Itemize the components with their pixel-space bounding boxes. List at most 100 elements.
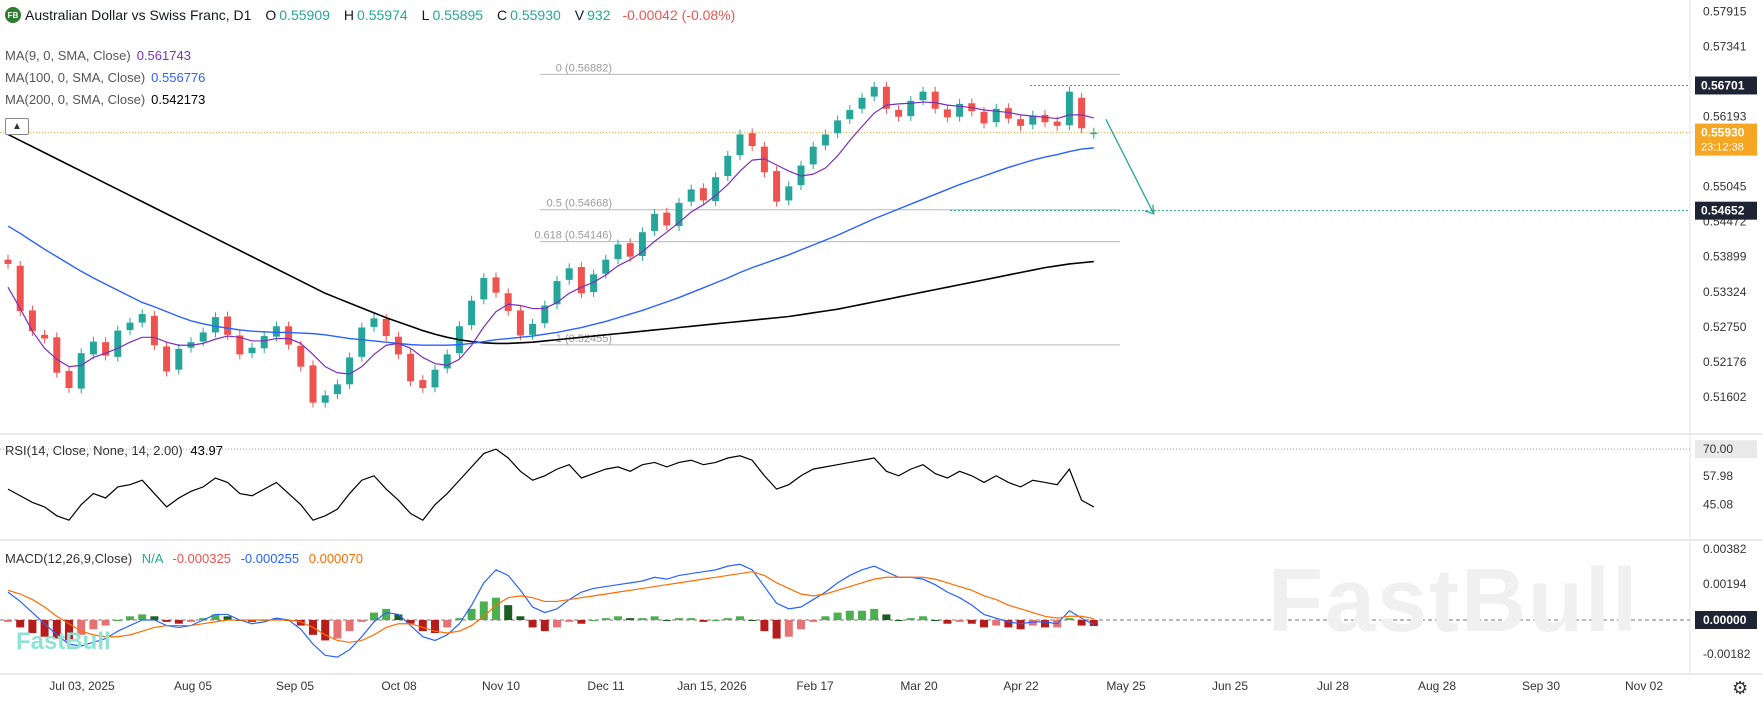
macd-histogram-bar xyxy=(528,620,537,628)
candle-body xyxy=(236,335,244,355)
macd-histogram-bar xyxy=(992,620,1001,626)
chevron-up-icon[interactable]: ▲ xyxy=(5,118,29,135)
macd-legend[interactable]: MACD(12,26,9,Close) N/A -0.000325 -0.000… xyxy=(5,551,363,566)
macd-histogram-bar xyxy=(162,620,171,622)
macd-histogram-bar xyxy=(699,620,708,622)
macd-histogram-bar xyxy=(248,620,256,622)
candle-body xyxy=(675,202,683,227)
candle-body xyxy=(175,348,183,370)
rsi-value: 43.97 xyxy=(190,443,223,458)
candle-body xyxy=(431,369,439,388)
macd-histogram-bar xyxy=(980,620,988,628)
macd-histogram-bar xyxy=(406,620,415,624)
time-axis-label: Dec 11 xyxy=(587,679,624,693)
chart-header: FB Australian Dollar vs Swiss Franc, D1 … xyxy=(5,7,735,23)
candle-body xyxy=(285,326,293,345)
macd-histogram-bar xyxy=(711,620,720,621)
macd-histogram-bar xyxy=(16,620,25,628)
candle-body xyxy=(211,317,219,333)
macd-axis-tick: 0.00382 xyxy=(1703,542,1747,556)
macd-na: N/A xyxy=(141,551,163,566)
rsi-level-tag xyxy=(1695,440,1757,459)
macd-zero-tag xyxy=(1695,611,1757,629)
macd-histogram-bar xyxy=(809,620,818,622)
macd-histogram-bar xyxy=(748,620,757,621)
ma200-legend[interactable]: MA(200, 0, SMA, Close) 0.542173 xyxy=(5,92,205,107)
candle-body xyxy=(114,330,122,357)
rsi-legend[interactable]: RSI(14, Close, None, 14, 2.00) 43.97 xyxy=(5,443,223,458)
macd-histogram-bar xyxy=(601,618,610,620)
candle-body xyxy=(138,314,146,323)
change-value: -0.00042 (-0.08%) xyxy=(622,7,736,23)
time-axis-label: Sep 30 xyxy=(1522,679,1560,693)
bar-countdown-label: 23:12:38 xyxy=(1701,142,1744,154)
gear-icon[interactable]: ⚙ xyxy=(1732,678,1749,698)
time-axis-label: Oct 08 xyxy=(381,679,417,693)
candle-body xyxy=(736,134,744,156)
volume-value: 932 xyxy=(587,7,611,23)
macd-histogram-bar xyxy=(77,620,86,635)
macd-histogram-bar xyxy=(4,620,12,622)
open-value: 0.55909 xyxy=(279,7,330,23)
macd-histogram-bar xyxy=(211,614,220,620)
time-axis-label: Apr 22 xyxy=(1003,679,1039,693)
macd-histogram-bar xyxy=(467,608,476,620)
time-axis-label: Nov 10 xyxy=(482,679,520,693)
time-axis-label: Sep 05 xyxy=(276,679,314,693)
current-price-label: 0.55930 xyxy=(1701,126,1745,140)
current-price-tag xyxy=(1695,123,1757,156)
high-label: H xyxy=(343,7,355,23)
candle-body xyxy=(77,353,85,389)
macd-histogram-bar xyxy=(662,620,671,621)
macd-histogram-bar xyxy=(614,616,622,620)
candle-body xyxy=(248,347,256,354)
watermark: FastBull xyxy=(1268,551,1640,651)
time-axis-label: Jan 15, 2026 xyxy=(677,679,747,693)
candle-body xyxy=(41,334,49,339)
symbol-title[interactable]: Australian Dollar vs Swiss Franc, D1 xyxy=(25,7,252,23)
macd-histogram-bar xyxy=(479,601,488,620)
candle-body xyxy=(931,91,939,109)
candle-body xyxy=(663,212,671,226)
ma200-line xyxy=(7,133,1094,345)
candle-body xyxy=(553,281,561,305)
rsi-axis-tick: 57.98 xyxy=(1703,469,1733,483)
macd-histogram-bar xyxy=(296,620,305,626)
macd-histogram-bar xyxy=(174,620,183,624)
candle-body xyxy=(480,278,488,300)
macd-histogram-bar xyxy=(650,616,659,620)
candle-body xyxy=(980,111,988,124)
macd-histogram-bar xyxy=(858,610,866,620)
ma9-legend[interactable]: MA(9, 0, SMA, Close) 0.561743 xyxy=(5,48,191,63)
time-axis-label: Jun 25 xyxy=(1212,679,1248,693)
candle-body xyxy=(1053,121,1061,126)
macd-histogram-bar xyxy=(199,618,208,620)
macd-histogram-bar xyxy=(1028,620,1037,626)
candle-body xyxy=(492,277,500,293)
candle-body xyxy=(4,259,12,264)
logo-icon: FB xyxy=(5,7,21,23)
candle-body xyxy=(1041,114,1049,123)
macd-histogram-bar xyxy=(150,616,159,620)
macd-histogram-bar xyxy=(626,618,635,620)
macd-axis-tick: -0.00182 xyxy=(1703,647,1751,661)
candle-body xyxy=(907,100,915,117)
macd-histogram-bar xyxy=(138,614,147,620)
candle-body xyxy=(199,332,207,342)
macd-histogram-bar xyxy=(943,620,952,624)
macd-histogram-bar xyxy=(1004,620,1013,628)
candle-body xyxy=(577,267,585,294)
macd-histogram-bar xyxy=(577,620,586,624)
macd-histogram-bar xyxy=(784,620,793,637)
candle-body xyxy=(870,86,878,97)
macd-histogram-bar xyxy=(723,618,732,620)
candle-body xyxy=(1078,97,1086,129)
macd-axis-tick: 0.00000 xyxy=(1703,613,1747,627)
macd-histogram-bar xyxy=(431,620,439,633)
ma200-label: MA(200, 0, SMA, Close) xyxy=(5,92,146,107)
rsi-line xyxy=(7,448,1095,521)
candle-body xyxy=(1017,119,1025,126)
ma100-legend[interactable]: MA(100, 0, SMA, Close) 0.556776 xyxy=(5,70,205,85)
level-price-label: 0.54652 xyxy=(1701,204,1745,218)
